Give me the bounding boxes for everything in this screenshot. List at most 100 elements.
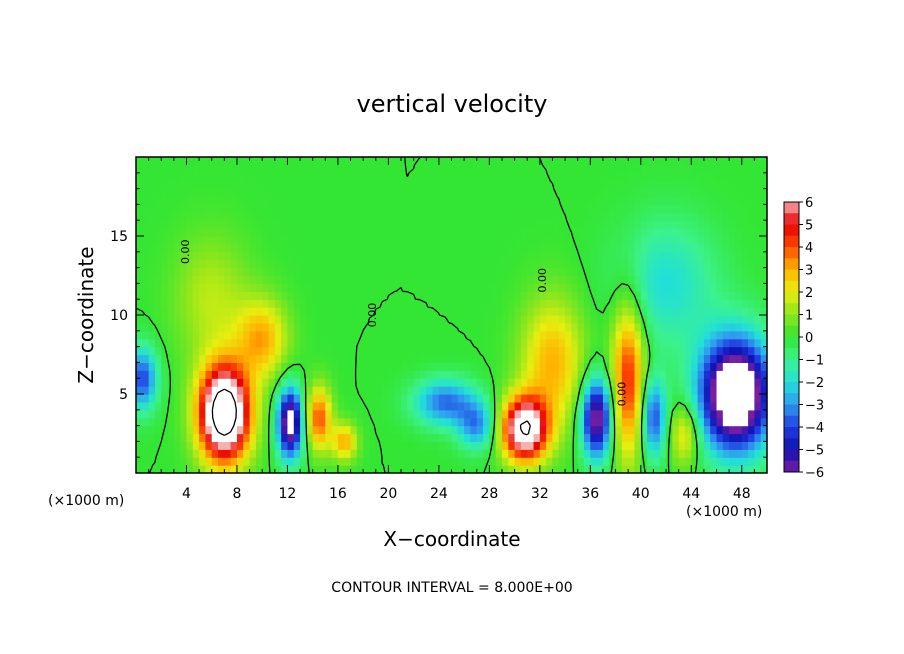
heatmap-cell xyxy=(211,433,219,442)
contour-label: 0.00 xyxy=(179,240,192,264)
heatmap-cell xyxy=(457,228,465,237)
heatmap-cell xyxy=(281,330,289,340)
heatmap-cell xyxy=(716,283,724,292)
heatmap-cell xyxy=(262,204,270,213)
heatmap-cell xyxy=(445,212,453,221)
heatmap-cell xyxy=(546,465,554,473)
heatmap-cell xyxy=(691,322,699,332)
heatmap-cell xyxy=(716,370,724,379)
heatmap-cell xyxy=(520,212,528,221)
heatmap-cell xyxy=(211,417,219,427)
heatmap-cell xyxy=(230,196,238,205)
heatmap-cell xyxy=(520,188,528,198)
heatmap-cell xyxy=(426,196,434,205)
heatmap-cell xyxy=(142,164,150,174)
heatmap-cell xyxy=(539,228,547,237)
heatmap-cell xyxy=(312,196,320,205)
heatmap-cell xyxy=(483,204,490,213)
heatmap-cell xyxy=(255,378,263,387)
heatmap-cell xyxy=(224,409,232,419)
heatmap-cell xyxy=(546,433,554,442)
heatmap-cell xyxy=(666,236,673,245)
heatmap-cell xyxy=(312,370,320,379)
heatmap-cell xyxy=(255,394,263,403)
heatmap-cell xyxy=(457,449,465,458)
heatmap-cell xyxy=(432,378,440,387)
heatmap-cell xyxy=(161,386,169,395)
heatmap-cell xyxy=(691,196,699,205)
heatmap-cell xyxy=(438,307,446,316)
heatmap-cell xyxy=(716,457,724,466)
heatmap-cell xyxy=(520,315,528,324)
heatmap-cell xyxy=(356,259,364,269)
heatmap-cell xyxy=(287,425,295,435)
heatmap-cell xyxy=(470,417,478,427)
heatmap-cell xyxy=(609,338,617,348)
heatmap-cell xyxy=(722,236,730,245)
heatmap-cell xyxy=(754,157,762,166)
heatmap-cell xyxy=(142,330,150,340)
heatmap-cell xyxy=(501,196,509,205)
heatmap-cell xyxy=(596,386,604,395)
heatmap-cell xyxy=(154,157,162,166)
heatmap-cell xyxy=(407,172,415,182)
heatmap-cell xyxy=(722,228,730,237)
heatmap-cell xyxy=(337,283,345,292)
heatmap-cell xyxy=(369,441,377,450)
x-tick-label: 8 xyxy=(232,486,241,502)
heatmap-cell xyxy=(647,188,655,198)
heatmap-cell xyxy=(483,338,490,348)
heatmap-cell xyxy=(716,180,724,190)
heatmap-cell xyxy=(325,386,333,395)
heatmap-cell xyxy=(136,409,143,419)
heatmap-cell xyxy=(300,322,307,332)
heatmap-cell xyxy=(337,386,345,395)
heatmap-cell xyxy=(571,212,579,221)
heatmap-cell xyxy=(148,433,156,442)
heatmap-cell xyxy=(546,330,554,340)
heatmap-cell xyxy=(438,362,446,371)
heatmap-cell xyxy=(142,236,150,245)
heatmap-cell xyxy=(369,172,377,182)
heatmap-cell xyxy=(331,196,339,205)
heatmap-cell xyxy=(325,283,333,292)
heatmap-cell xyxy=(394,267,402,277)
heatmap-cell xyxy=(413,220,421,229)
heatmap-cell xyxy=(136,386,143,395)
heatmap-cell xyxy=(596,346,604,356)
heatmap-cell xyxy=(407,196,415,205)
heatmap-cell xyxy=(476,299,484,308)
heatmap-cell xyxy=(274,291,282,300)
heatmap-cell xyxy=(268,322,276,332)
heatmap-cell xyxy=(590,449,598,458)
heatmap-cell xyxy=(678,330,686,340)
heatmap-cell xyxy=(230,449,238,458)
heatmap-cell xyxy=(199,386,207,395)
heatmap-cell xyxy=(262,267,270,277)
heatmap-cell xyxy=(331,212,339,221)
heatmap-cell xyxy=(558,267,566,277)
heatmap-cell xyxy=(710,354,718,363)
heatmap-cell xyxy=(634,346,642,356)
heatmap-cell xyxy=(388,251,396,261)
heatmap-cell xyxy=(432,291,440,300)
heatmap-cell xyxy=(262,401,270,411)
heatmap-cell xyxy=(154,291,162,300)
heatmap-cell xyxy=(413,394,421,403)
heatmap-cell xyxy=(382,164,389,174)
heatmap-cell xyxy=(236,394,244,403)
heatmap-cell xyxy=(672,322,680,332)
heatmap-cell xyxy=(527,283,535,292)
heatmap-cell xyxy=(571,362,579,371)
heatmap-cell xyxy=(703,449,711,458)
heatmap-cell xyxy=(571,291,579,300)
heatmap-cell xyxy=(495,243,503,253)
heatmap-cell xyxy=(401,417,408,427)
heatmap-cell xyxy=(621,338,629,348)
heatmap-cell xyxy=(224,433,232,442)
heatmap-cell xyxy=(255,425,263,435)
heatmap-cell xyxy=(653,283,661,292)
heatmap-cell xyxy=(710,267,718,277)
heatmap-cell xyxy=(407,236,415,245)
heatmap-cell xyxy=(445,409,453,419)
